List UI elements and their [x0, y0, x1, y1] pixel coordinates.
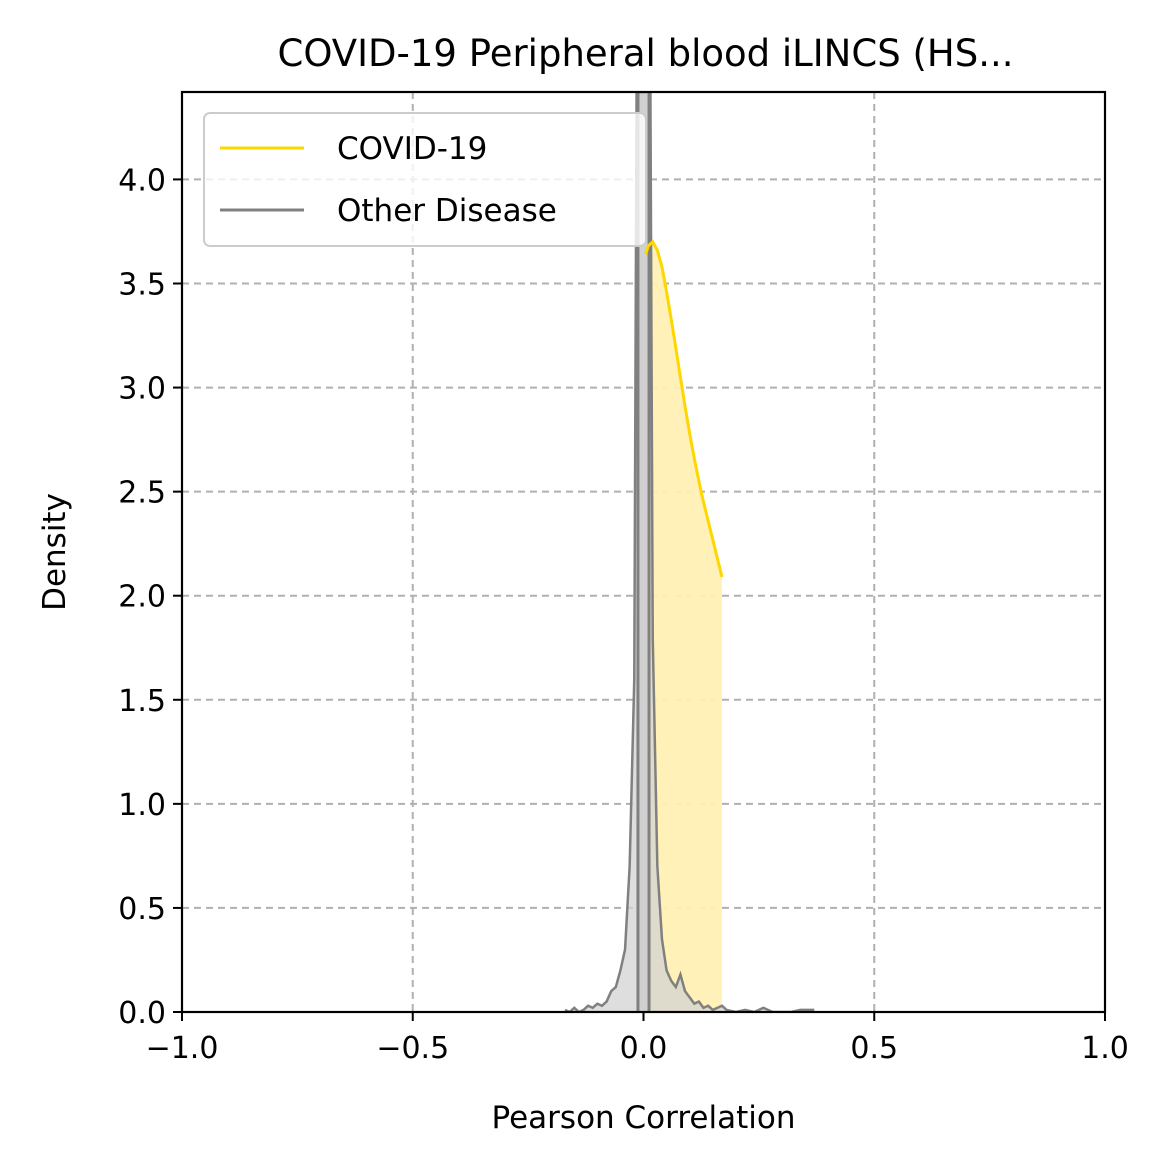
- chart-title: COVID-19 Peripheral blood iLINCS (HS...: [278, 32, 1014, 75]
- x-tick-label: 0.5: [850, 1031, 898, 1066]
- y-tick-label: 4.0: [118, 163, 166, 198]
- y-tick-label: 1.5: [118, 684, 166, 719]
- legend-label-covid-19: COVID-19: [337, 131, 487, 167]
- y-tick-label: 2.5: [118, 476, 166, 511]
- y-tick-label: 3.0: [118, 372, 166, 407]
- x-tick-label: −0.5: [376, 1031, 449, 1066]
- y-tick-label: 3.5: [118, 267, 166, 302]
- y-tick-label: 2.0: [118, 580, 166, 615]
- x-tick-label: 0.0: [620, 1031, 668, 1066]
- series-line-other-disease: [564, 92, 815, 1012]
- axis-ticks: −1.0 −0.5 0.0 0.5 1.0 0.0 0.5 1.0 1.5 2.0 2.5 3.0 3.…: [118, 163, 1129, 1066]
- x-tick-label: 1.0: [1081, 1031, 1129, 1066]
- x-tick-label: −1.0: [146, 1031, 219, 1066]
- legend: COVID-19 Other Disease: [203, 112, 647, 247]
- legend-label-other-disease: Other Disease: [337, 193, 557, 229]
- y-tick-label: 0.5: [118, 892, 166, 927]
- legend-box: [203, 112, 647, 247]
- series-fill-covid-19: [645, 241, 722, 1012]
- y-tick-label: 1.0: [118, 788, 166, 823]
- series-line-covid-19: [644, 239, 724, 578]
- peak-band: [637, 92, 650, 1012]
- x-axis-label: Pearson Correlation: [492, 1100, 796, 1136]
- y-axis-label: Density: [37, 493, 73, 611]
- y-tick-label: 0.0: [118, 996, 166, 1031]
